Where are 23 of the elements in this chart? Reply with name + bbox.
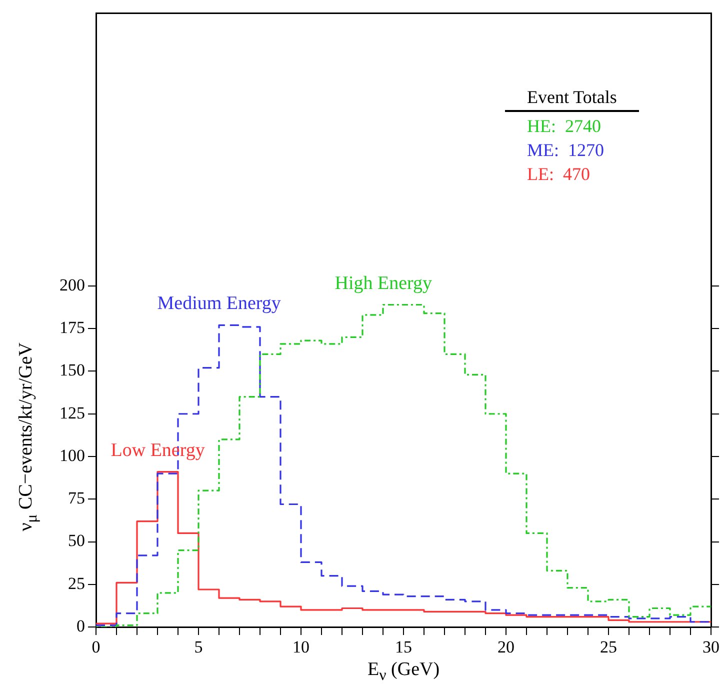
- x-tick-label: 15: [395, 638, 412, 657]
- y-tick-label: 200: [60, 275, 85, 294]
- x-tick-label: 20: [498, 638, 514, 657]
- series-label: Medium Energy: [157, 293, 281, 316]
- x-tick-label: 30: [702, 638, 720, 657]
- x-axis-title: E$_{ν}$ (GeV): [368, 659, 440, 685]
- y-tick-label: 125: [60, 403, 85, 422]
- x-tick-label: 10: [292, 638, 310, 657]
- y-tick-label: 25: [68, 574, 85, 593]
- x-tick-label: 5: [194, 638, 203, 657]
- annotation: Event Totals: [505, 85, 639, 112]
- y-tick-label: 0: [76, 616, 85, 636]
- y-tick-label: 75: [68, 488, 85, 508]
- y-tick-label: 50: [68, 531, 85, 550]
- annotation: HE: 2740: [526, 115, 602, 138]
- y-tick-label: 175: [60, 318, 85, 338]
- x-tick-label: 25: [600, 638, 617, 657]
- y-tick-label: 150: [60, 360, 85, 380]
- series-label: High Energy: [334, 272, 432, 295]
- y-tick-label: 100: [60, 446, 85, 465]
- x-tick-label: 0: [92, 638, 100, 657]
- annotation: LE: 470: [526, 163, 591, 186]
- annotation: ME: 1270: [526, 139, 606, 162]
